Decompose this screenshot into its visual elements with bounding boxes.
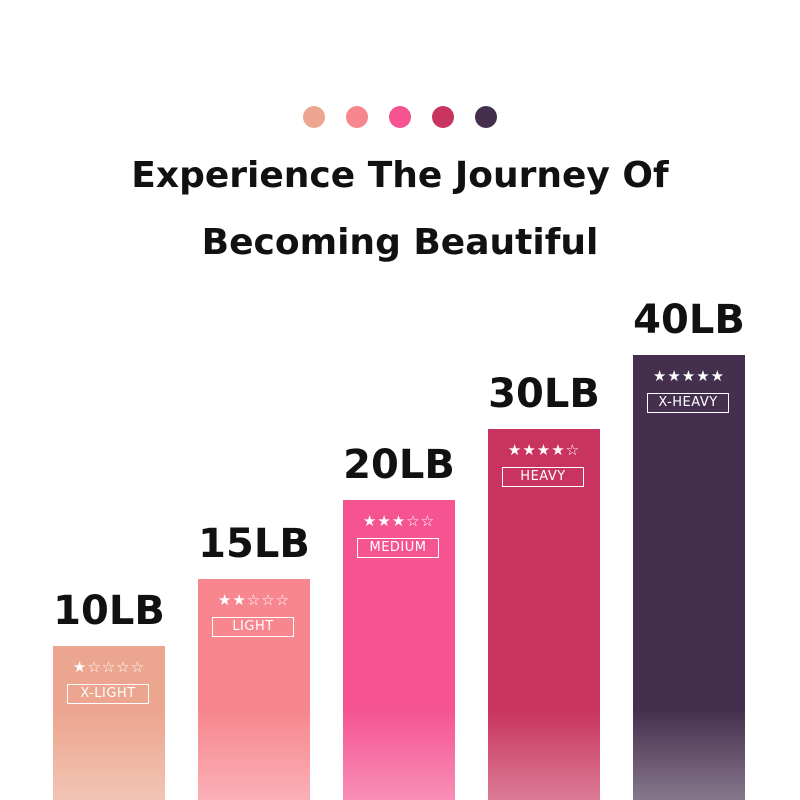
bar-x-light: ★☆☆☆☆ X-LIGHT bbox=[53, 646, 165, 800]
weight-label: 15LB bbox=[198, 521, 310, 567]
star-rating: ★★★★★ bbox=[652, 367, 726, 385]
star-rating: ★☆☆☆☆ bbox=[72, 658, 146, 676]
level-tag: MEDIUM bbox=[357, 538, 439, 558]
color-dot bbox=[303, 106, 325, 128]
color-dot bbox=[432, 106, 454, 128]
star-rating: ★★☆☆☆ bbox=[217, 591, 291, 609]
weight-label: 30LB bbox=[488, 371, 600, 417]
bar-medium: ★★★☆☆ MEDIUM bbox=[343, 500, 455, 800]
bar-x-heavy: ★★★★★ X-HEAVY bbox=[633, 355, 745, 800]
bar-heavy: ★★★★☆ HEAVY bbox=[488, 429, 600, 800]
color-dot bbox=[346, 106, 368, 128]
star-rating: ★★★☆☆ bbox=[362, 512, 436, 530]
star-rating: ★★★★☆ bbox=[507, 441, 581, 459]
color-dot bbox=[389, 106, 411, 128]
title-line-2: Becoming Beautiful bbox=[201, 222, 599, 263]
weight-label: 10LB bbox=[53, 588, 165, 634]
color-dot bbox=[475, 106, 497, 128]
level-tag: HEAVY bbox=[502, 467, 584, 487]
color-dots bbox=[0, 106, 800, 128]
bar-light: ★★☆☆☆ LIGHT bbox=[198, 579, 310, 800]
level-tag: X-LIGHT bbox=[67, 684, 149, 704]
title-line-1: Experience The Journey Of bbox=[131, 155, 669, 196]
level-tag: X-HEAVY bbox=[647, 393, 729, 413]
weight-label: 20LB bbox=[343, 442, 455, 488]
weight-label: 40LB bbox=[633, 297, 745, 343]
level-tag: LIGHT bbox=[212, 617, 294, 637]
